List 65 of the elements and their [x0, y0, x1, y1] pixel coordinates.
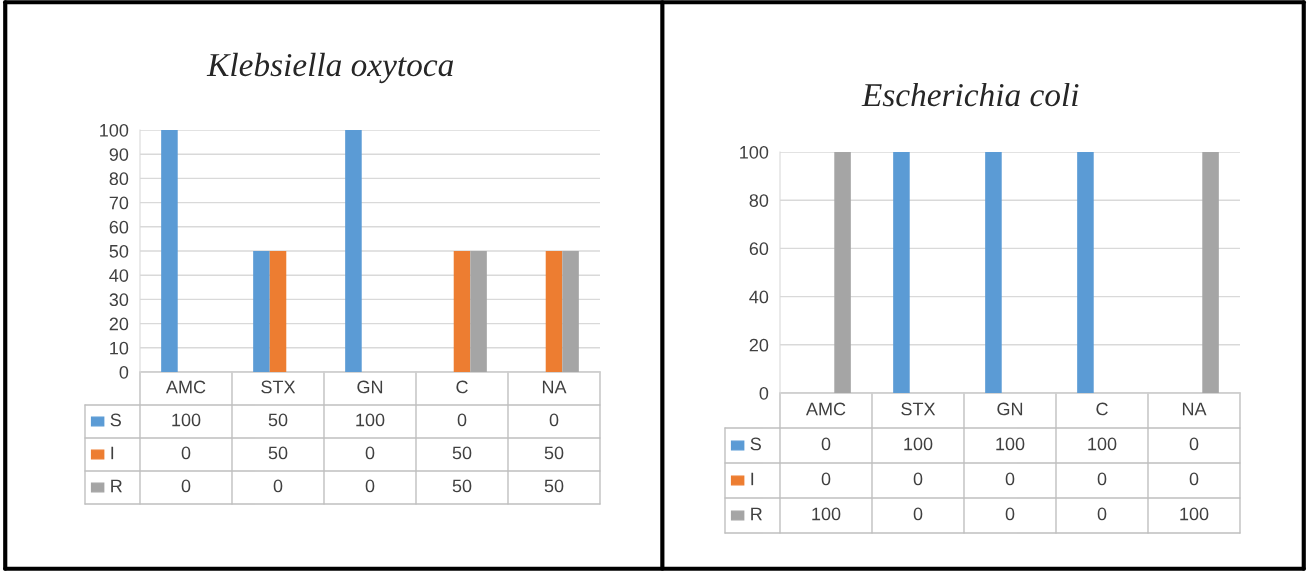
x-tick-label: GN — [997, 402, 1023, 416]
data-label: 50 — [452, 479, 472, 493]
data-label: 0 — [1097, 507, 1107, 521]
data-label: 0 — [821, 472, 831, 486]
data-label: 50 — [268, 413, 288, 427]
x-tick-label: GN — [357, 380, 383, 394]
y-tick-label: 70 — [109, 196, 129, 210]
data-label: 100 — [1180, 507, 1209, 521]
legend-label: S — [110, 413, 121, 427]
data-label: 100 — [812, 507, 841, 521]
data-label: 0 — [1005, 507, 1015, 521]
y-tick-label: 0 — [119, 365, 129, 379]
y-tick-label: 0 — [759, 386, 769, 400]
y-tick-label: 80 — [749, 194, 769, 207]
data-label: 100 — [996, 437, 1025, 451]
data-label: 50 — [544, 446, 564, 460]
x-tick-label: AMC — [805, 402, 846, 416]
y-tick-label: 20 — [109, 317, 129, 331]
data-label: 50 — [268, 446, 288, 460]
legend-label: I — [111, 446, 114, 460]
legend-label: S — [750, 437, 761, 451]
data-label: 0 — [1189, 437, 1199, 451]
data-label: 0 — [365, 446, 375, 460]
x-tick-label: NA — [542, 380, 567, 394]
y-tick-label: 60 — [749, 242, 769, 256]
chart-title: Klebsiella oxytoca — [206, 52, 454, 84]
data-label: 0 — [365, 479, 375, 493]
y-tick-label: 90 — [109, 148, 129, 161]
x-tick-label: C — [1096, 402, 1108, 416]
data-label: 100 — [172, 413, 201, 427]
y-tick-label: 40 — [749, 290, 769, 304]
data-label: 0 — [1097, 472, 1107, 486]
legend-label: I — [751, 472, 754, 486]
data-label: 0 — [549, 413, 559, 427]
data-label: 0 — [181, 479, 191, 493]
data-label: 0 — [913, 507, 923, 521]
data-label: 100 — [1088, 437, 1117, 451]
data-label: 50 — [452, 446, 472, 460]
x-tick-label: AMC — [165, 380, 206, 394]
y-tick-label: 60 — [109, 220, 129, 234]
legend-label: R — [111, 479, 122, 493]
data-label: 0 — [273, 479, 283, 493]
data-label: 0 — [821, 437, 831, 451]
data-label: 100 — [356, 413, 385, 427]
legend-label: R — [751, 507, 762, 521]
x-tick-label: C — [456, 380, 468, 394]
y-tick-label: 40 — [109, 269, 129, 282]
chart-title: Escherichia coli — [861, 82, 1079, 107]
y-tick-label: 100 — [740, 145, 769, 159]
data-label: 50 — [544, 479, 564, 493]
y-tick-label: 100 — [100, 123, 129, 137]
x-tick-label: STX — [901, 402, 936, 416]
x-tick-label: STX — [261, 380, 296, 394]
y-tick-label: 10 — [110, 341, 129, 355]
y-tick-label: 30 — [109, 293, 129, 307]
data-label: 0 — [457, 413, 467, 427]
data-label: 0 — [913, 472, 923, 486]
data-label: 0 — [1189, 472, 1199, 486]
y-tick-label: 50 — [109, 244, 129, 258]
data-label: 0 — [181, 446, 191, 460]
data-label: 100 — [904, 437, 933, 451]
x-tick-label: NA — [1182, 402, 1207, 416]
y-tick-label: 80 — [109, 172, 129, 186]
y-tick-label: 20 — [749, 338, 769, 352]
data-label: 0 — [1005, 472, 1015, 486]
